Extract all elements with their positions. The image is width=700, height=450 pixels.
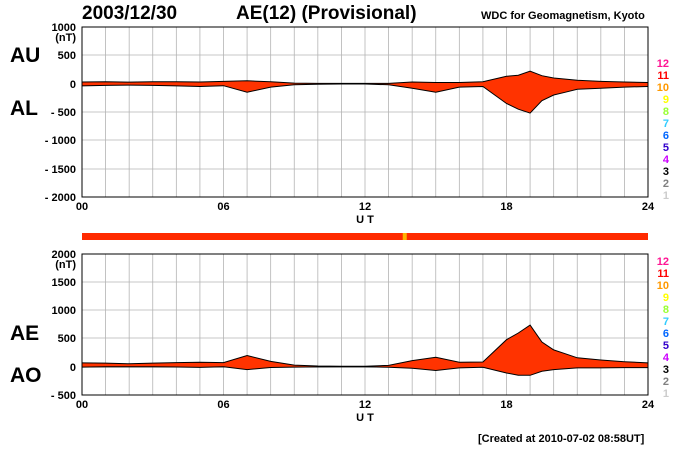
- x-tick-label: 00: [76, 399, 88, 411]
- series-label-au: AU: [10, 44, 40, 67]
- level-legend-item: 11: [657, 268, 669, 280]
- x-tick-label: 24: [642, 201, 655, 213]
- level-legend-item: 6: [663, 130, 669, 142]
- x-tick-label: 12: [359, 201, 371, 213]
- level-legend-item: 10: [657, 280, 669, 292]
- level-legend-item: 4: [663, 352, 670, 364]
- x-tick-label: 06: [217, 201, 229, 213]
- level-legend-item: 6: [663, 328, 669, 340]
- level-legend-item: 2: [663, 178, 669, 190]
- level-legend-item: 7: [663, 316, 669, 328]
- level-legend-item: 9: [663, 94, 669, 106]
- y-tick-label: 1500: [52, 277, 76, 289]
- ae-ao-panel: 2000 1500 1000 500 0 - 500 (nT) 00 06 12 18 24 U T AE…: [10, 249, 655, 424]
- data-source-label: WDC for Geomagnetism, Kyoto: [481, 10, 645, 22]
- au-al-panel: 1000 500 0 - 500 - 1000 - 1500 - 2000 (nT) 00 06 1…: [10, 22, 655, 226]
- series-line-ao: [81, 366, 648, 376]
- level-legend-item: 5: [663, 340, 669, 352]
- y-tick-label: - 1000: [45, 135, 76, 147]
- x-axis-label: U T: [356, 214, 374, 226]
- y-axis-unit: (nT): [55, 32, 76, 44]
- x-tick-label: 06: [217, 399, 229, 411]
- y-tick-label: 1000: [52, 22, 76, 34]
- x-tick-label: 18: [500, 201, 512, 213]
- series-label-ao: AO: [10, 364, 42, 387]
- x-tick-label: 12: [359, 399, 371, 411]
- level-legend-item: 11: [657, 70, 669, 82]
- level-legend-item: 12: [657, 256, 669, 268]
- level-legend-item: 4: [663, 154, 670, 166]
- chart-title: AE(12) (Provisional): [236, 3, 417, 24]
- level-legend-item: 8: [663, 106, 669, 118]
- created-timestamp: [Created at 2010-07-02 08:58UT]: [478, 433, 645, 445]
- y-tick-label: - 500: [51, 390, 76, 402]
- y-tick-label: 0: [70, 79, 76, 91]
- y-tick-label: 0: [70, 362, 76, 374]
- x-tick-label: 24: [642, 399, 655, 411]
- station-bar-marker: [402, 233, 407, 240]
- level-legend-item: 10: [657, 82, 669, 94]
- level-legend-item: 2: [663, 376, 669, 388]
- y-tick-label: 1000: [52, 305, 76, 317]
- level-legend-item: 3: [663, 166, 669, 178]
- series-label-al: AL: [10, 97, 38, 120]
- level-legend-item: 7: [663, 118, 669, 130]
- series-label-ae: AE: [10, 322, 39, 345]
- series-line-al: [81, 83, 649, 114]
- plot-frame: [81, 26, 649, 198]
- y-tick-label: 2000: [52, 249, 76, 261]
- level-legend-item: 12: [657, 58, 669, 70]
- x-axis-label: U T: [356, 412, 374, 424]
- station-bar-fill: [82, 233, 648, 240]
- y-tick-label: - 1500: [45, 164, 76, 176]
- y-tick-label: - 500: [51, 107, 76, 119]
- y-tick-label: 500: [58, 333, 76, 345]
- level-legend-item: 9: [663, 292, 669, 304]
- chart-date: 2003/12/30: [82, 3, 178, 24]
- y-tick-label: 500: [58, 50, 76, 62]
- level-legend-item: 1: [663, 388, 669, 400]
- y-tick-label: - 2000: [45, 192, 76, 204]
- level-legend-item: 1: [663, 190, 669, 202]
- level-legend-item: 5: [663, 142, 669, 154]
- series-line-ae: [81, 324, 649, 367]
- x-tick-label: 18: [500, 399, 512, 411]
- plot-frame: [81, 253, 649, 396]
- level-legend-item: 3: [663, 364, 669, 376]
- station-count-bar: [82, 233, 648, 240]
- x-tick-label: 00: [76, 201, 88, 213]
- series-line-au: [81, 70, 649, 84]
- y-axis-unit: (nT): [55, 259, 76, 271]
- level-legend-item: 8: [663, 304, 669, 316]
